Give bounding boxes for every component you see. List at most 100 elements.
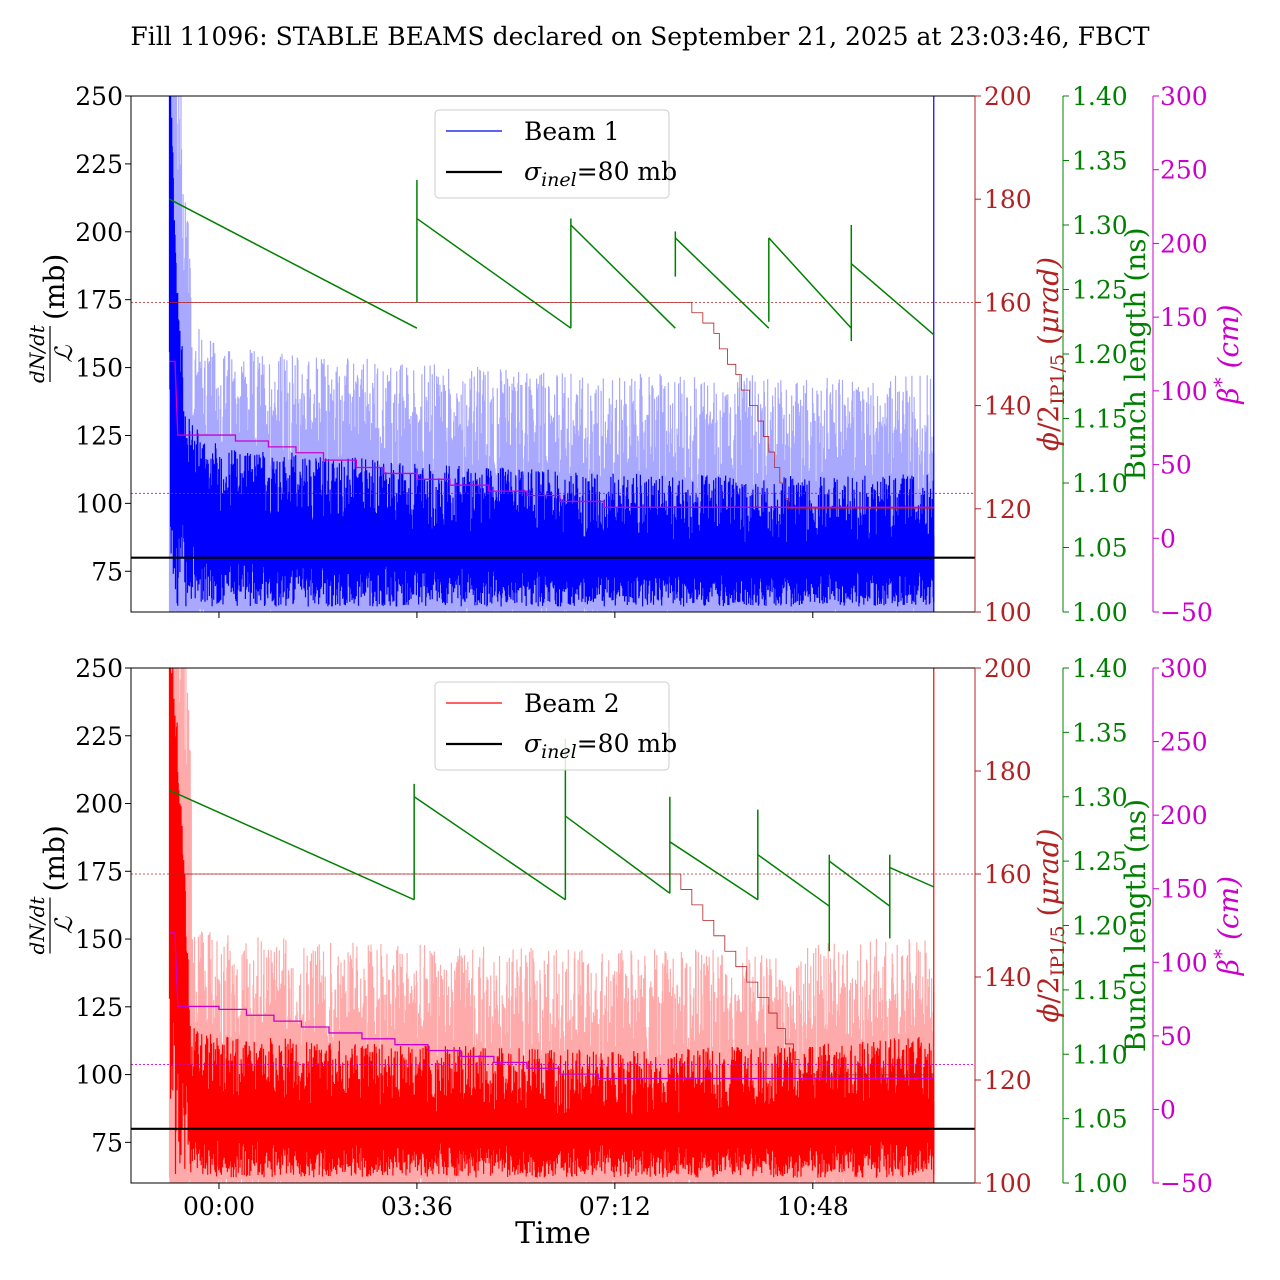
crossing-angle-title-paren: (	[1032, 334, 1065, 354]
bunch-length-tick-label: 1.10	[1072, 1040, 1128, 1069]
y-tick-label: 100	[75, 489, 123, 518]
legend-sigma-sub: inel	[541, 741, 577, 763]
bunch-length-tick-label: 1.25	[1072, 847, 1128, 876]
crossing-angle-tick-label: 200	[984, 82, 1032, 111]
beta-star-title-symbol: β	[1212, 387, 1245, 404]
series-bunch-length	[828, 860, 891, 907]
bunch-length-tick-label: 1.05	[1072, 534, 1128, 563]
y-tick-label: 175	[75, 286, 123, 315]
bunch-length-tick-label: 1.00	[1072, 1169, 1128, 1198]
y-tick-label: 125	[75, 993, 123, 1022]
series-bunch-length	[768, 237, 852, 329]
y-tick-label: 225	[75, 150, 123, 179]
series-bunch-length	[669, 841, 759, 901]
crossing-angle-tick-label: 200	[984, 654, 1032, 683]
beta-star-tick-label: 50	[1160, 1022, 1192, 1051]
beta-star-tick-label: 300	[1160, 654, 1208, 683]
panel-beam1: 75 100 125 150 175 200 225 250 100 120 140 160 180 20…	[25, 82, 1245, 627]
crossing-angle-title-unit: rad)	[1032, 257, 1065, 316]
legend: Beam 1 σinel=80 mb	[434, 109, 677, 199]
y-tick-label: 200	[75, 790, 123, 819]
series-bunch-length	[674, 237, 770, 329]
crossing-angle-tick-label: 180	[984, 757, 1032, 786]
beta-star-tick-label: 0	[1160, 1095, 1176, 1124]
y-tick-label: 250	[75, 82, 123, 111]
series-bunch-length	[169, 789, 415, 901]
beta-star-axis-title: β* (cm)	[1209, 876, 1245, 976]
bunch-length-axis-title: Bunch length (ns)	[1119, 799, 1152, 1052]
crossing-angle-tick-label: 140	[984, 392, 1032, 421]
legend-box	[434, 109, 670, 199]
legend-sigma-sub: inel	[541, 169, 577, 191]
legend: Beam 2 σinel=80 mb	[434, 681, 677, 771]
bunch-length-tick-label: 1.15	[1072, 405, 1128, 434]
beta-star-tick-label: 250	[1160, 728, 1208, 757]
bunch-length-tick-label: 1.25	[1072, 276, 1128, 305]
beta-star-tick-label: 100	[1160, 377, 1208, 406]
crossing-angle-tick-label: 140	[984, 963, 1032, 992]
beta-star-tick-label: −50	[1160, 598, 1213, 627]
crossing-angle-title-main: /2	[1032, 976, 1065, 1003]
beta-star-tick-label: 0	[1160, 524, 1176, 553]
panel-beam2: 75 100 125 150 175 200 225 250 100 120 140 160 180 20…	[25, 654, 1245, 1221]
beta-star-title-star: *	[1209, 949, 1233, 959]
bunch-length-tick-label: 1.20	[1072, 912, 1128, 941]
beta-star-title-unit: (cm)	[1212, 876, 1245, 949]
series-beta-star	[169, 932, 934, 1080]
series-bunch-length	[570, 224, 676, 329]
series-bunch-length	[413, 796, 566, 901]
beta-star-title-unit: (cm)	[1212, 304, 1245, 377]
beta-star-tick-label: 150	[1160, 303, 1208, 332]
bunch-length-tick-label: 1.10	[1072, 469, 1128, 498]
crossing-angle-tick-label: 180	[984, 185, 1032, 214]
figure-title: Fill 11096: STABLE BEAMS declared on Sep…	[130, 22, 1150, 51]
crossing-angle-tick-label: 100	[984, 1169, 1032, 1198]
legend-sigma-symbol: σ	[524, 729, 542, 758]
y-axis-title-left: dN/dt ℒ (mb)	[25, 825, 78, 954]
y-axis-title-left: dN/dt ℒ (mb)	[25, 254, 78, 383]
bunch-length-tick-label: 1.40	[1072, 654, 1128, 683]
legend-label-beam: Beam 2	[524, 689, 620, 718]
y-axis-title-denominator: ℒ	[50, 345, 78, 363]
y-tick-label: 225	[75, 722, 123, 751]
crossing-angle-tick-label: 100	[984, 598, 1032, 627]
beta-star-tick-label: 200	[1160, 801, 1208, 830]
bunch-length-tick-label: 1.35	[1072, 147, 1128, 176]
x-axis-title: Time	[515, 1216, 591, 1251]
crossing-angle-title-phi: ϕ	[1032, 1004, 1065, 1023]
bunch-length-tick-label: 1.05	[1072, 1105, 1128, 1134]
x-tick-label: 10:48	[777, 1192, 849, 1221]
bunch-length-tick-label: 1.30	[1072, 211, 1128, 240]
bunch-length-tick-label: 1.30	[1072, 783, 1128, 812]
beta-star-tick-label: 50	[1160, 451, 1192, 480]
y-tick-label: 150	[75, 925, 123, 954]
beta-star-tick-label: 250	[1160, 156, 1208, 185]
bunch-length-tick-label: 1.35	[1072, 718, 1128, 747]
x-tick-label: 00:00	[183, 1192, 255, 1221]
series-bunch-length	[564, 815, 671, 894]
y-tick-label: 150	[75, 354, 123, 383]
bunch-length-tick-label: 1.15	[1072, 976, 1128, 1005]
crossing-angle-tick-label: 120	[984, 1066, 1032, 1095]
series-crossing-angle	[169, 302, 934, 510]
legend-box	[434, 681, 670, 771]
plot-area	[131, 96, 975, 612]
y-tick-label: 200	[75, 218, 123, 247]
legend-label-sigma: σinel=80 mb	[524, 729, 677, 763]
legend-label-beam: Beam 1	[524, 117, 620, 146]
beta-star-title-star: *	[1209, 377, 1233, 387]
crossing-angle-title-unit: rad)	[1032, 828, 1065, 887]
crossing-angle-axis-title: ϕ/2IP1/5 (μrad)	[1032, 828, 1069, 1022]
crossing-angle-title-sub: IP1/5	[1047, 925, 1069, 976]
beta-star-tick-label: 150	[1160, 875, 1208, 904]
x-tick-label: 03:36	[381, 1192, 453, 1221]
crossing-angle-tick-label: 160	[984, 860, 1032, 889]
series-bunch-length	[850, 263, 935, 336]
y-axis-title-numerator: dN/dt	[25, 896, 49, 955]
crossing-angle-title-sub: IP1/5	[1047, 354, 1069, 405]
series-bunch-length	[416, 217, 572, 329]
legend-label-sigma: σinel=80 mb	[524, 157, 677, 191]
crossing-angle-title-main: /2	[1032, 405, 1065, 432]
crossing-angle-title-mu: μ	[1032, 887, 1065, 905]
